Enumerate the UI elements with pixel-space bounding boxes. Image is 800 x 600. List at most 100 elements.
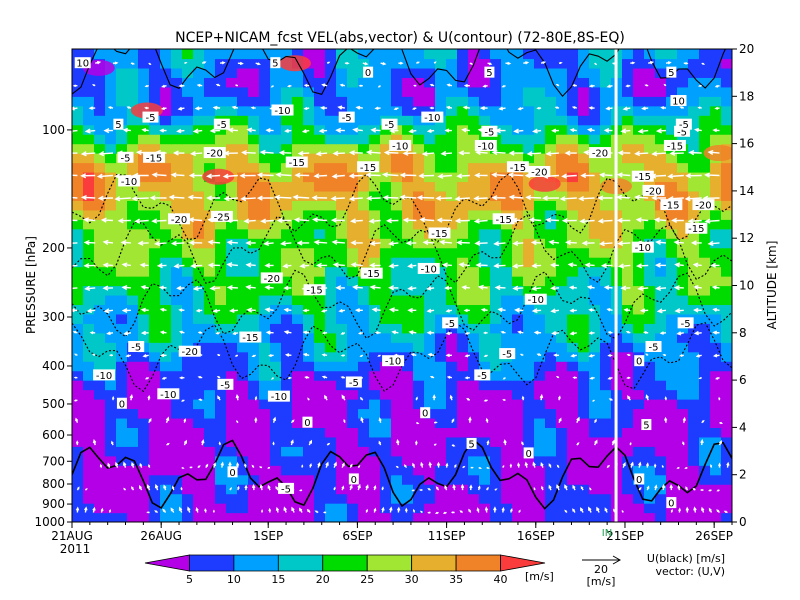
wind-vector: [429, 375, 435, 379]
wind-vector: [533, 330, 542, 335]
speed-cell: [204, 493, 216, 504]
wind-vector: [550, 285, 560, 291]
speed-cell: [160, 219, 172, 230]
speed-cell: [380, 247, 392, 258]
speed-cell: [710, 436, 722, 447]
speed-cell: [479, 247, 491, 258]
speed-cell: [721, 181, 732, 192]
speed-cell: [446, 503, 458, 514]
speed-cell: [512, 153, 524, 164]
speed-cell: [490, 247, 502, 258]
speed-cell: [402, 503, 414, 514]
speed-cell: [270, 417, 282, 428]
speed-cell: [633, 446, 645, 457]
speed-cell: [688, 276, 700, 287]
speed-cell: [105, 105, 117, 116]
contour-label: 5: [486, 68, 492, 79]
wind-vector: [685, 173, 702, 179]
speed-cell: [215, 181, 227, 192]
speed-cell: [105, 380, 117, 391]
speed-cell: [259, 380, 271, 391]
wind-vector: [606, 308, 613, 312]
speed-cell: [369, 436, 381, 447]
speed-cell: [215, 162, 227, 173]
speed-cell: [314, 304, 326, 315]
speed-cell: [600, 276, 612, 287]
speed-cell: [578, 342, 590, 353]
speed-cell: [116, 219, 128, 230]
speed-cell: [303, 304, 315, 315]
speed-cell: [138, 190, 150, 201]
legend-u-text: U(black) [m/s]: [647, 552, 725, 565]
contour-label-bg: [674, 125, 691, 137]
speed-cell: [94, 294, 106, 306]
speed-cell: [149, 455, 161, 466]
contour-label-bg: [116, 397, 127, 409]
wind-vector: [693, 330, 702, 336]
speed-cell: [699, 96, 711, 107]
speed-cell: [138, 408, 150, 419]
speed-cell: [424, 294, 436, 306]
wind-vector: [444, 285, 452, 291]
wind-vector: [396, 438, 400, 446]
speed-cell: [567, 276, 579, 287]
speed-cell: [72, 228, 84, 239]
speed-cell: [259, 96, 271, 107]
speed-cell: [435, 238, 447, 249]
speed-cell: [534, 124, 546, 135]
speed-cell: [512, 257, 524, 268]
speed-cell: [358, 474, 370, 485]
wind-vector: [254, 417, 258, 423]
speed-cell: [127, 304, 139, 315]
speed-cell: [677, 228, 689, 239]
speed-cell: [402, 247, 414, 258]
speed-cell: [435, 266, 447, 277]
speed-cell: [270, 465, 282, 476]
speed-cell: [72, 67, 84, 78]
speed-cell: [303, 465, 315, 476]
contour-label-bg: [523, 447, 534, 459]
speed-cell: [347, 134, 359, 145]
wind-vector: [622, 106, 631, 111]
speed-cell: [369, 351, 381, 362]
speed-cell: [83, 484, 95, 495]
speed-cell: [644, 313, 656, 324]
wind-vector: [673, 239, 684, 246]
wind-vector: [576, 416, 580, 423]
speed-cell: [270, 408, 282, 419]
speed-cell: [193, 427, 205, 438]
wind-vector: [493, 506, 497, 513]
speed-cell: [578, 332, 590, 343]
wind-vector: [620, 128, 631, 134]
wind-vector: [154, 241, 167, 247]
speed-cell: [424, 465, 436, 476]
speed-cell: [556, 380, 568, 391]
speed-cell: [314, 200, 326, 211]
speed-cell: [94, 389, 106, 400]
speed-cell: [413, 238, 425, 249]
speed-cell: [501, 361, 513, 372]
speed-cell: [149, 285, 161, 296]
wind-vector: [235, 394, 240, 401]
speed-cell: [688, 351, 700, 362]
speed-cell: [435, 67, 447, 78]
speed-cell: [94, 436, 106, 447]
speed-cell: [72, 465, 84, 476]
speed-cell: [523, 380, 535, 391]
speed-cell: [534, 380, 546, 391]
speed-cell: [710, 162, 722, 173]
speed-cell: [325, 323, 337, 334]
speed-cell: [149, 503, 161, 514]
speed-cell: [380, 446, 392, 457]
wind-vector: [486, 439, 490, 446]
speed-cell: [380, 493, 392, 504]
speed-cell: [402, 266, 414, 277]
speed-cell: [105, 313, 117, 324]
wind-vector: [701, 419, 705, 424]
speed-cell: [193, 313, 205, 324]
contour-label: 0: [304, 418, 310, 429]
contour-label-bg: [239, 331, 262, 343]
speed-cell: [534, 493, 546, 504]
speed-cell: [567, 427, 579, 438]
speed-cell: [633, 77, 645, 88]
